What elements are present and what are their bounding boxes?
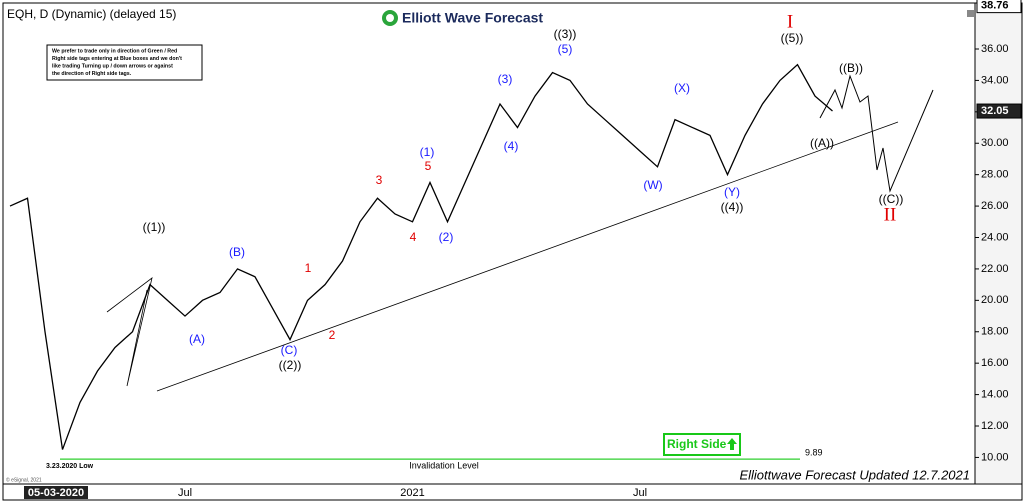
tag-box [663, 433, 741, 456]
wave-label: 5 [425, 159, 432, 173]
copyright: © eSignal, 2021 [6, 476, 42, 483]
note-line: Right side tags entering at Blue boxes a… [52, 56, 182, 62]
y-tick-label: 10.00 [981, 451, 1009, 463]
wave-label: ((B)) [839, 61, 863, 75]
wave-label: (X) [674, 81, 690, 95]
y-tick-label: 20.00 [981, 294, 1009, 306]
wave-label: ((5)) [781, 31, 804, 45]
wave-label: (4) [504, 139, 519, 153]
wave-label: ((C)) [879, 192, 904, 206]
right-side-tag: Right Side [663, 433, 741, 456]
wave-label: I [787, 11, 793, 32]
brand: Elliott Wave Forecast [402, 10, 543, 26]
wave-label: (B) [229, 245, 245, 259]
wave-label: 3 [376, 173, 383, 187]
y-tick-label: 16.00 [981, 357, 1009, 369]
chart-title: EQH, D (Dynamic) (delayed 15) [7, 7, 176, 21]
wave-label: (2) [439, 230, 454, 244]
wave-label: ((A)) [810, 136, 834, 150]
y-tick-label: 30.00 [981, 137, 1009, 149]
price-marker [976, 103, 1022, 119]
invalidation-text: Invalidation Level [409, 461, 479, 471]
low-label: 3.23.2020 Low [46, 463, 94, 470]
projection [819, 74, 934, 193]
price-marker [976, 0, 1022, 14]
note-line: We prefer to trade only in direction of … [52, 48, 177, 54]
wave-label: (5) [558, 42, 573, 56]
x-tick-label: 2021 [400, 487, 424, 499]
logo-icon [386, 14, 394, 22]
trend-line [156, 121, 899, 392]
footer: Elliottwave Forecast Updated 12.7.2021 [739, 467, 970, 482]
wave-label: (C) [281, 343, 298, 357]
wave-label: ((3)) [554, 27, 577, 41]
invalidation-value: 9.89 [805, 448, 823, 458]
wave-label: (3) [498, 72, 513, 86]
tag-text: Right Side [667, 437, 727, 451]
wave-label: ((4)) [721, 200, 744, 214]
settings-icon [967, 10, 974, 17]
y-tick-label: 26.00 [981, 200, 1009, 212]
price-line [9, 63, 833, 450]
y-tick-label: 28.00 [981, 169, 1009, 181]
cursor-date: 05-03-2020 [28, 487, 84, 499]
y-tick-label: 14.00 [981, 389, 1009, 401]
wave-label: ((1)) [143, 220, 166, 234]
y-tick-label: 24.00 [981, 231, 1009, 243]
note-line: the direction of Right side tags. [52, 71, 132, 77]
wave-label: (Y) [724, 185, 740, 199]
y-tick-label: 22.00 [981, 263, 1009, 275]
x-tick-label: Jul [633, 487, 647, 499]
price-marker-label: 32.05 [981, 105, 1009, 117]
wave-label: (A) [189, 332, 205, 346]
y-tick-label: 12.00 [981, 420, 1009, 432]
wave-label: II [884, 204, 897, 225]
wave-label: (1) [420, 145, 435, 159]
y-tick-label: 18.00 [981, 326, 1009, 338]
wave-label: (W) [643, 178, 662, 192]
y-axis-panel [975, 3, 1022, 483]
y-tick-label: 34.00 [981, 74, 1009, 86]
wave-label: 4 [410, 230, 417, 244]
wave-label: 2 [329, 328, 336, 342]
logo: Elliott Wave Forecast [382, 10, 543, 26]
cursor-date-box [24, 486, 88, 499]
price-marker-label: 38.76 [981, 0, 1009, 12]
wave-label: ((2)) [279, 358, 302, 372]
up-arrow [727, 438, 737, 450]
note-line: like trading Turning up / down arrows or… [52, 63, 173, 69]
y-tick-label: 36.00 [981, 43, 1009, 55]
wave-label: 1 [305, 261, 312, 275]
wedge [106, 277, 153, 387]
note-box [46, 44, 203, 81]
x-tick-label: Jul [178, 487, 192, 499]
